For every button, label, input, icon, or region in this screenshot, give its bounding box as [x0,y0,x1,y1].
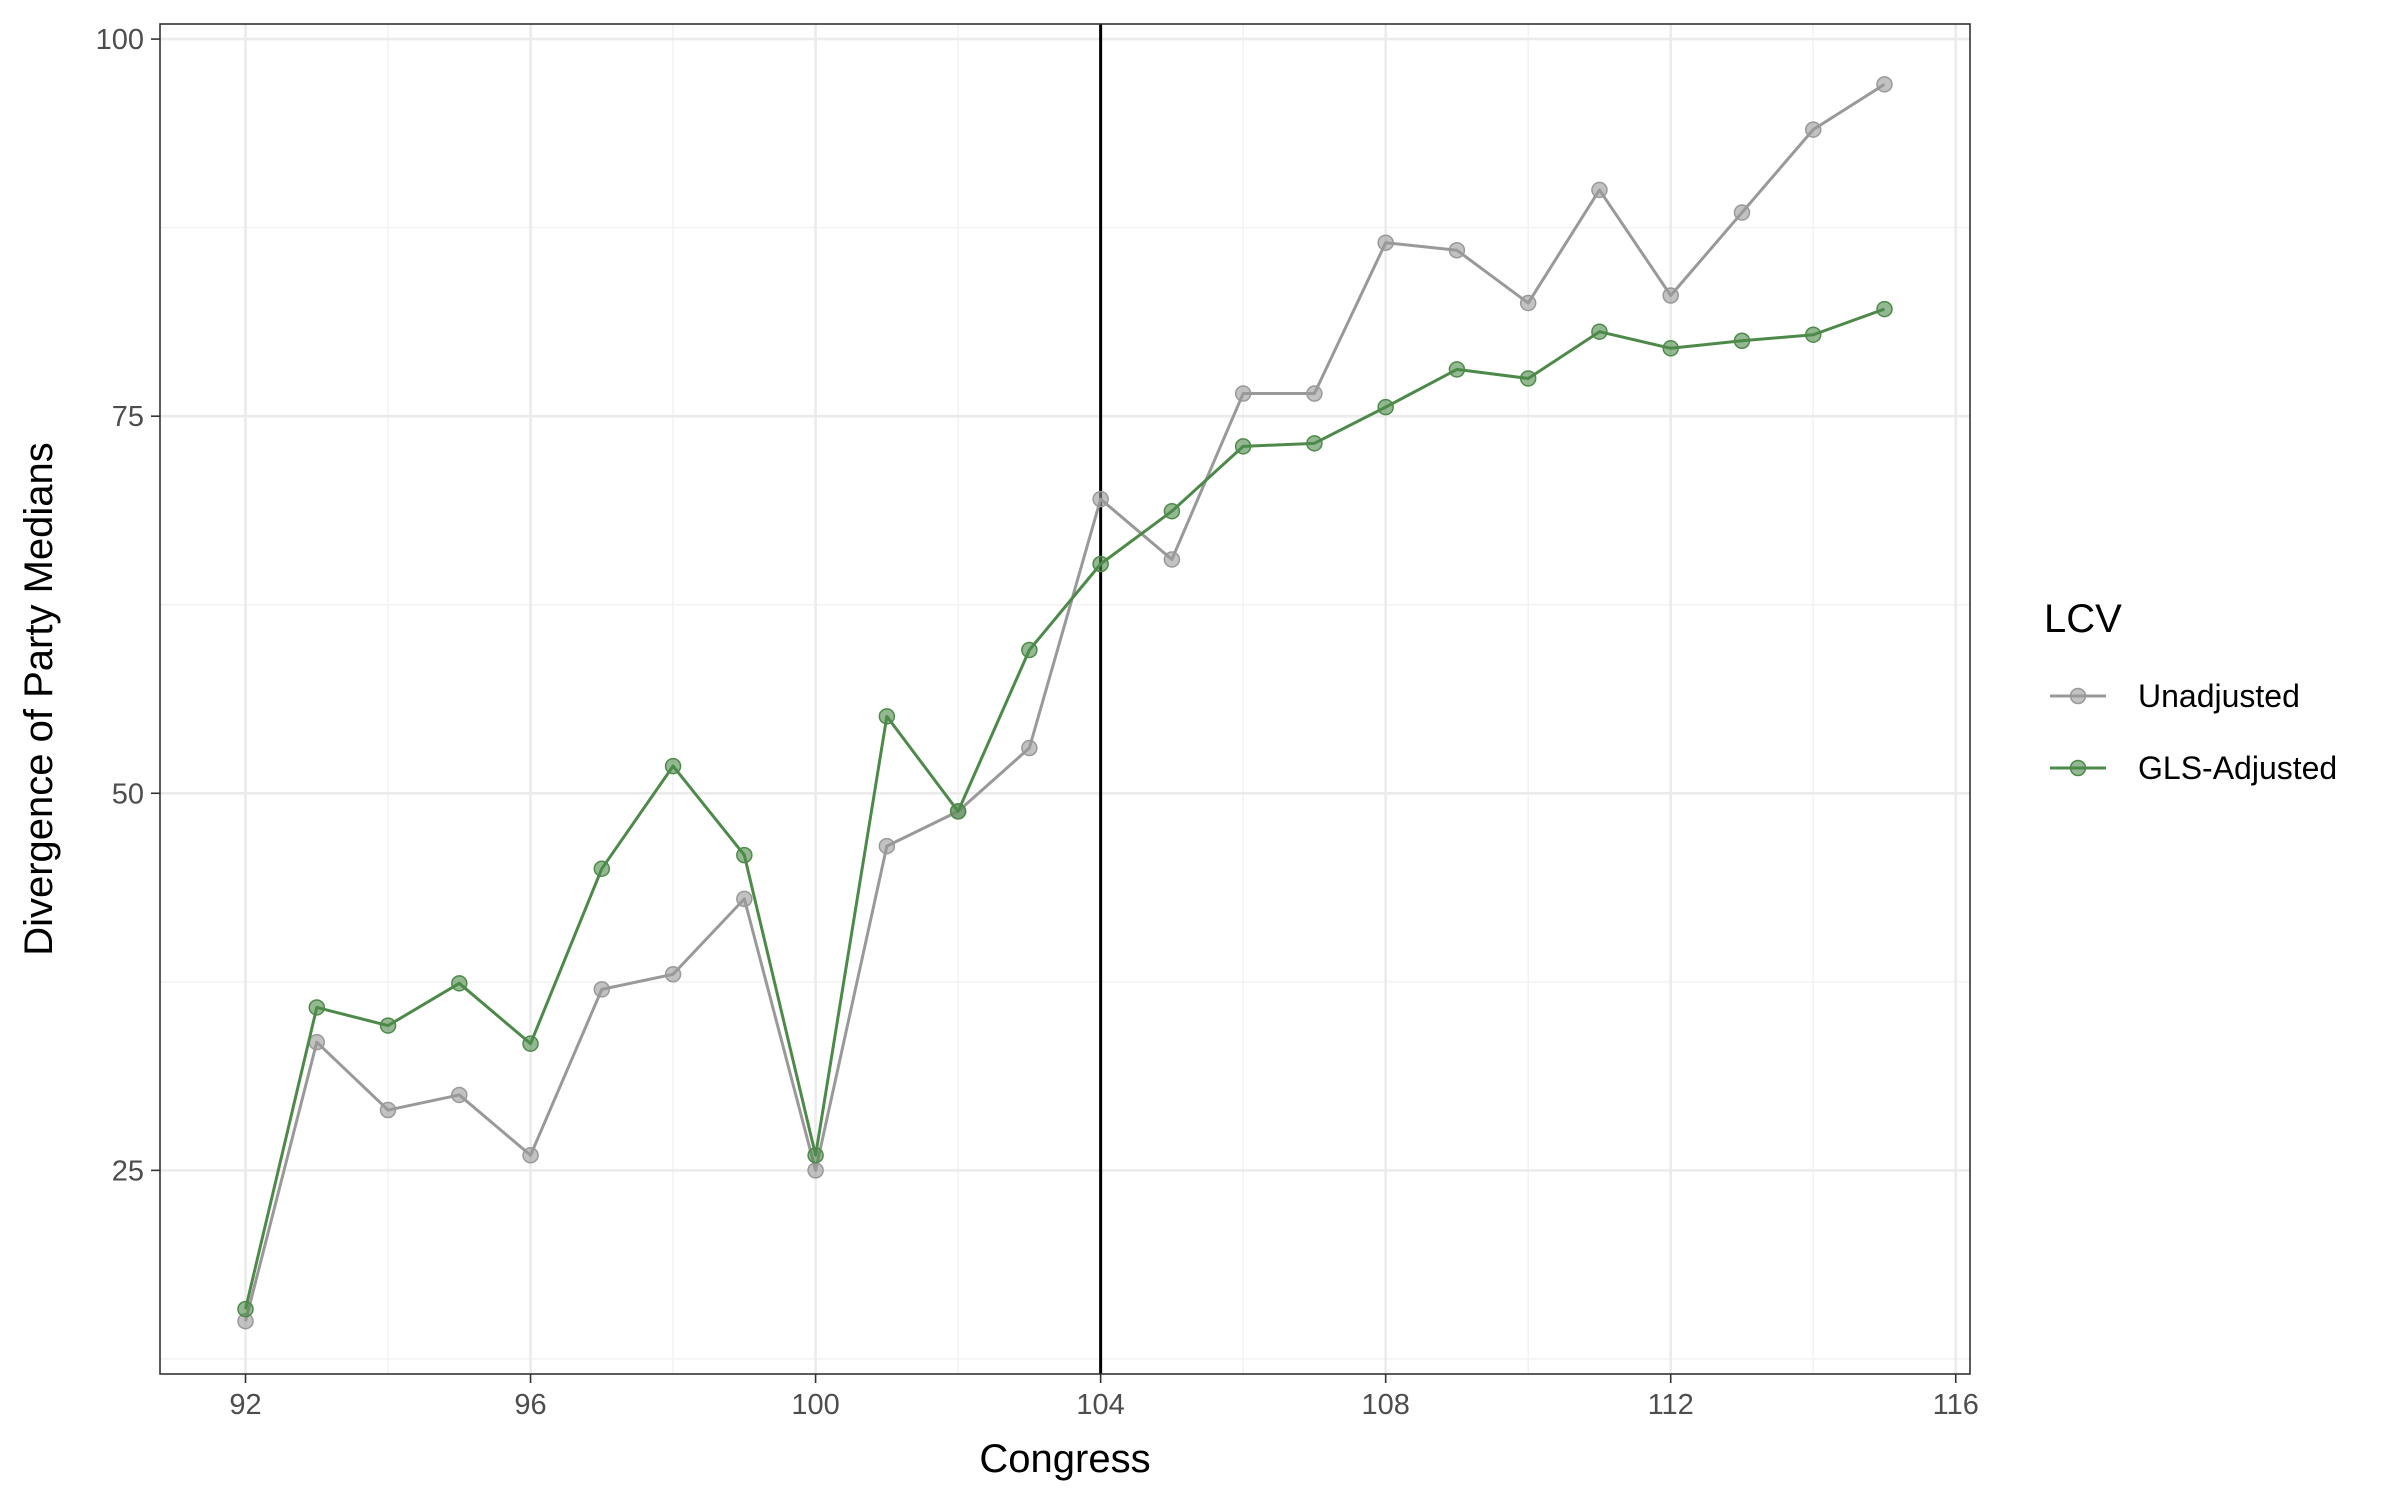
data-point [949,803,967,820]
legend-title: LCV [2044,597,2122,641]
legend-label: GLS-Adjusted [2138,750,2337,786]
x-tick-label: 104 [1076,1389,1124,1421]
data-point [1591,323,1608,340]
data-point [1519,370,1537,387]
x-tick-label: 96 [514,1389,546,1421]
data-point [237,1300,254,1318]
plot-panel-border [159,23,1971,1375]
data-point [1662,340,1679,357]
data-point [1448,361,1466,378]
y-tick-label: 50 [112,778,144,810]
y-axis-title: Divergence of Party Medians [17,442,61,956]
data-point [379,1017,397,1034]
data-point [807,1162,824,1179]
x-tick-label: 100 [791,1389,839,1421]
x-axis-ticks: 92 96 100 104 108 112 116 [229,1374,1979,1421]
series-unadjusted [237,76,1893,1330]
data-point [807,1147,824,1164]
data-point [1021,739,1038,757]
legend-label: Unadjusted [2138,678,2300,714]
series-gls-adjusted [237,300,1893,1318]
data-point [1021,641,1038,659]
data-point [593,860,611,877]
data-point [664,757,682,775]
data-point [1519,294,1537,312]
data-point [451,975,468,992]
data-point [1092,555,1109,573]
data-point [664,966,682,983]
series-layer [237,76,1893,1330]
data-point [1804,121,1822,138]
x-tick-label: 116 [1933,1389,1979,1421]
y-tick-label: 25 [112,1155,144,1187]
data-point [1234,385,1252,402]
y-tick-label: 75 [112,401,144,433]
data-point [308,1033,326,1051]
legend: LCV Unadjusted GLS-Adjusted [2044,597,2337,786]
data-point [878,837,896,855]
data-point [1377,234,1394,251]
x-tick-label: 108 [1361,1389,1409,1421]
data-point [522,1147,539,1164]
x-axis-title: Congress [979,1437,1150,1481]
data-point [593,981,611,998]
data-point [1163,551,1181,568]
data-point [1092,490,1109,508]
data-point [1876,76,1893,93]
data-point [1804,326,1822,343]
data-point [1733,332,1751,350]
y-tick-label: 100 [96,24,144,56]
data-point [1733,204,1751,221]
data-point [1163,502,1181,520]
data-point [1448,242,1466,259]
data-point [1662,287,1679,304]
series-line [244,83,1886,1322]
data-point [1591,181,1608,199]
data-point [1306,385,1323,402]
data-point [451,1086,468,1104]
data-point [308,999,326,1016]
data-point [878,708,896,725]
data-point [379,1101,397,1119]
series-line [244,307,1885,1310]
x-tick-label: 92 [229,1389,261,1421]
data-point [1234,438,1252,455]
data-point [1377,398,1394,416]
data-point [522,1035,539,1052]
data-point [1876,300,1893,318]
x-tick-label: 112 [1648,1389,1694,1421]
data-point [736,890,753,908]
data-point [736,846,753,864]
y-axis-ticks: 25 50 75 100 [96,24,160,1187]
legend-key-point [2069,687,2087,705]
data-point [1306,435,1323,452]
legend-key-point [2069,759,2087,777]
